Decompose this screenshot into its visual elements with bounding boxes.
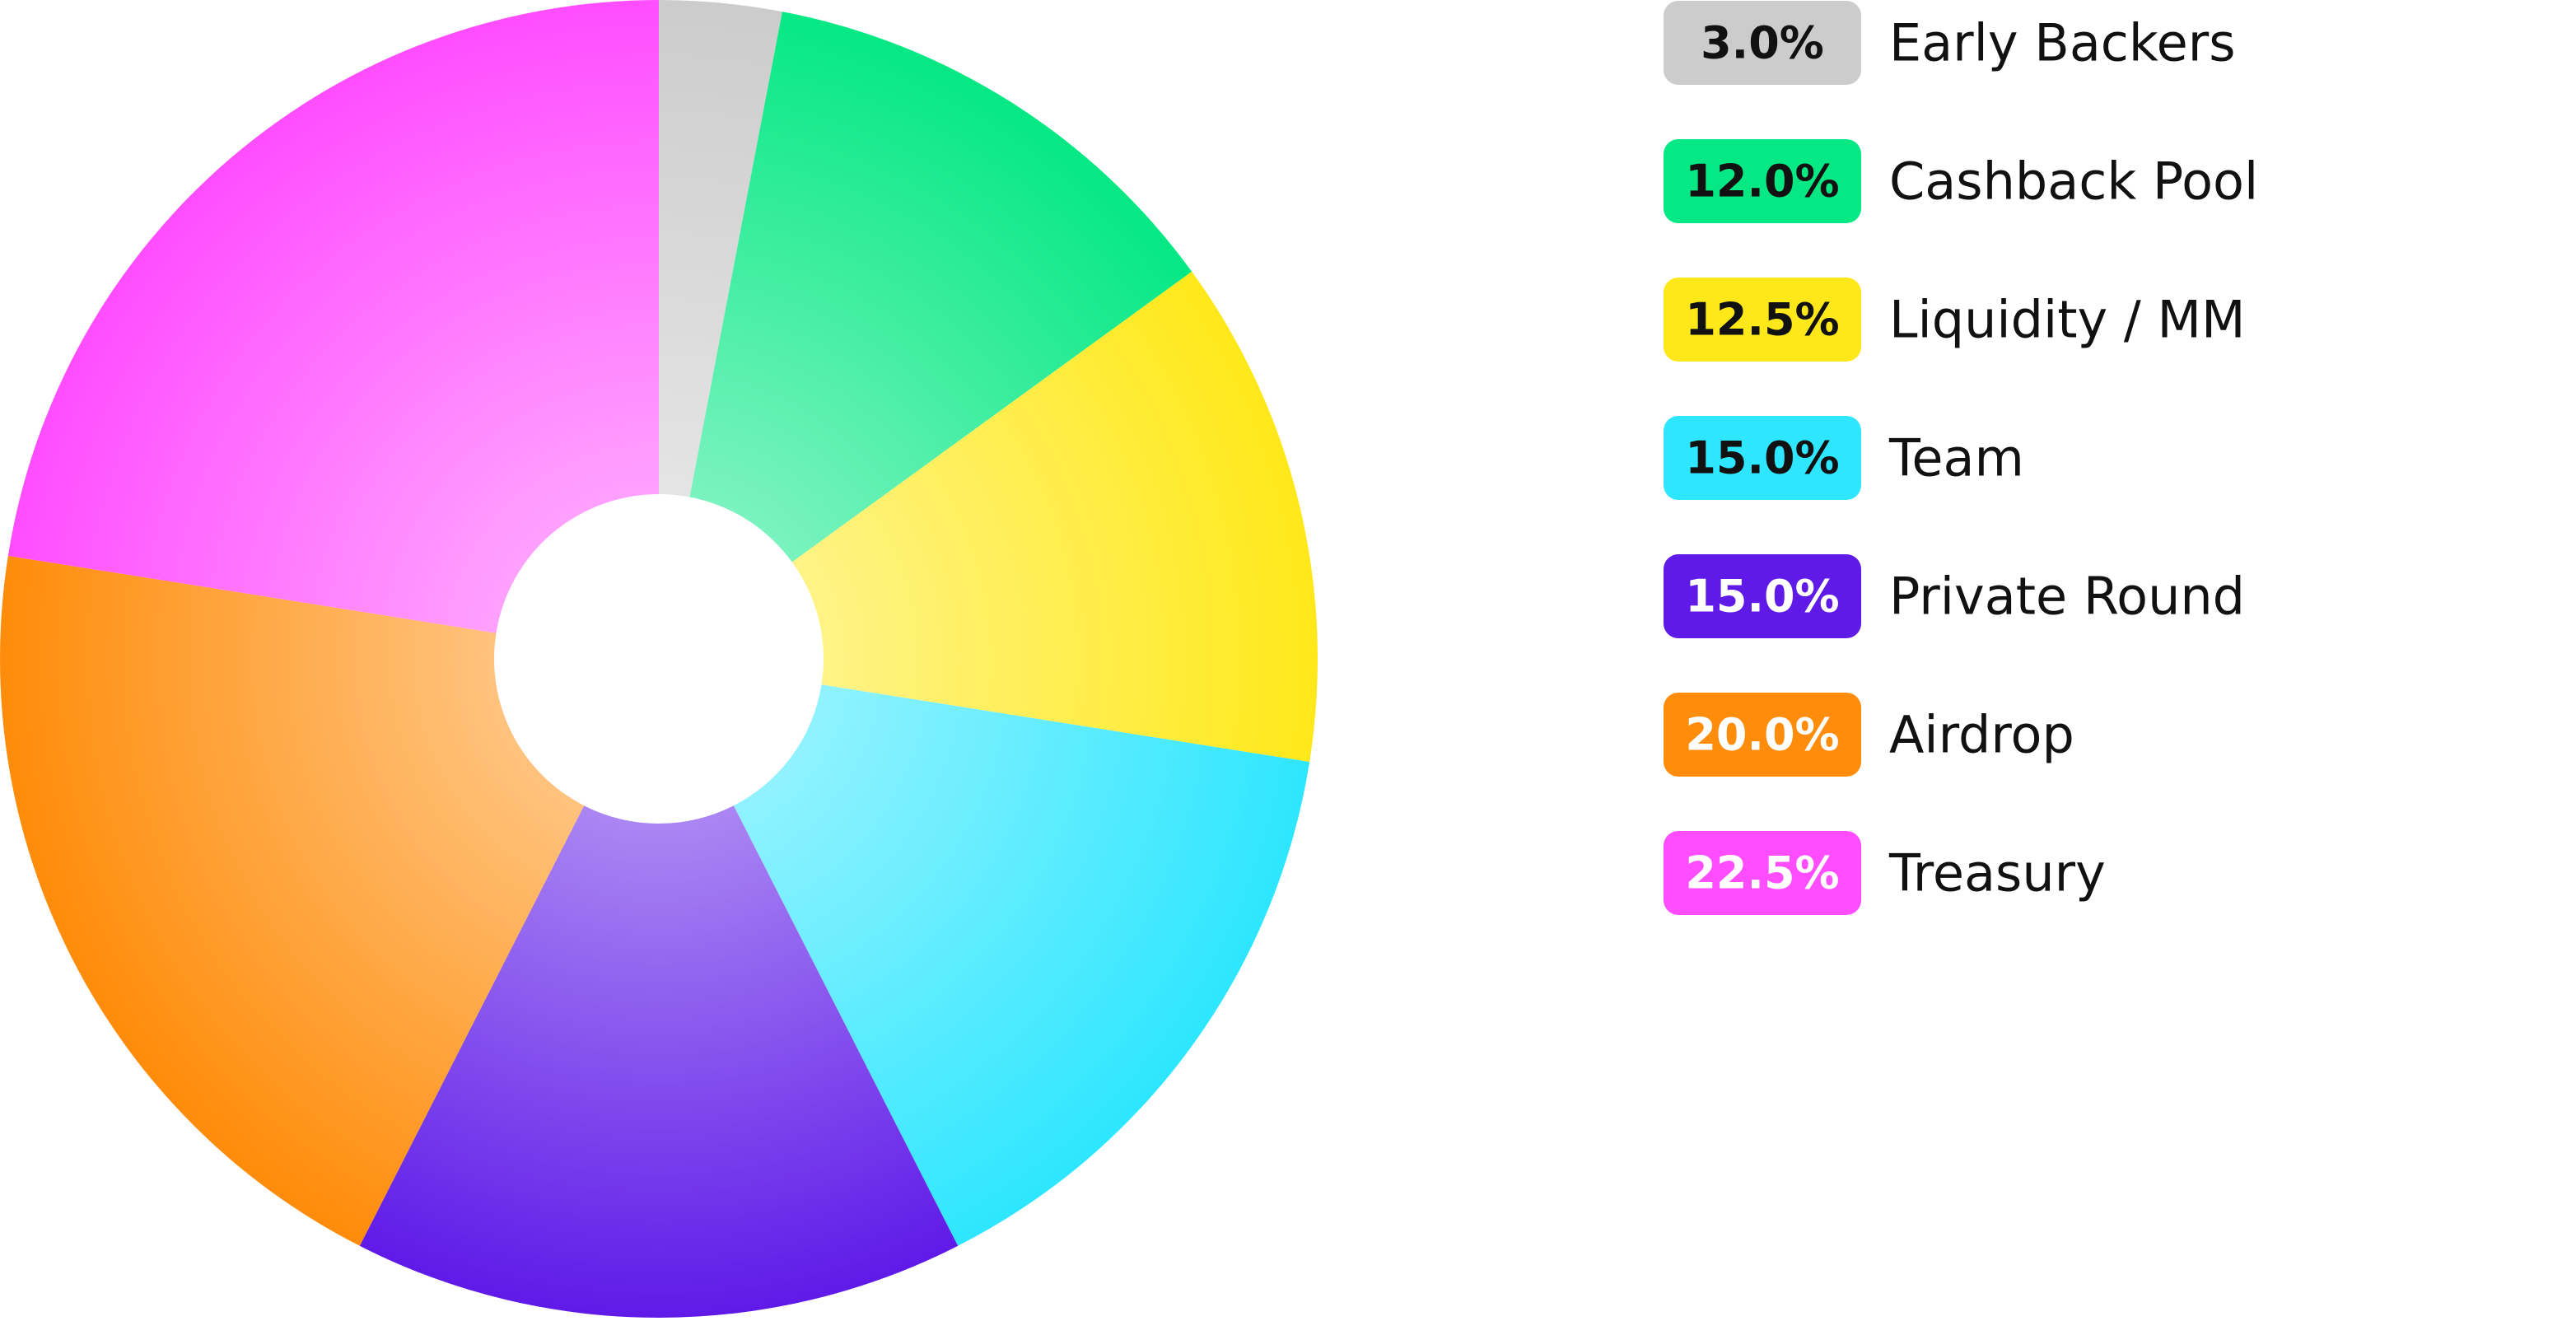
legend-value: 12.0% bbox=[1685, 156, 1839, 208]
legend-label: Treasury bbox=[1888, 843, 2106, 903]
legend-value: 22.5% bbox=[1685, 847, 1839, 899]
legend-swatch bbox=[1664, 1, 1861, 85]
legend-value: 3.0% bbox=[1701, 17, 1824, 69]
legend-label: Private Round bbox=[1889, 567, 2245, 627]
legend-value: 12.5% bbox=[1685, 294, 1839, 346]
legend-swatch bbox=[1664, 831, 1861, 915]
legend-label: Team bbox=[1888, 428, 2024, 488]
legend-swatch bbox=[1664, 139, 1861, 223]
pie-slice bbox=[791, 271, 1318, 763]
legend-label: Early Backers bbox=[1889, 13, 2236, 73]
pie-slice bbox=[689, 12, 1192, 562]
pie-slice bbox=[7, 0, 660, 633]
legend-value: 15.0% bbox=[1685, 432, 1839, 484]
legend-value: 20.0% bbox=[1685, 709, 1839, 761]
legend-swatch bbox=[1664, 416, 1861, 500]
legend-label: Airdrop bbox=[1889, 705, 2074, 765]
pie-slice bbox=[0, 555, 585, 1246]
legend-swatch bbox=[1664, 278, 1861, 362]
pie-slice bbox=[659, 0, 782, 497]
legend-value: 15.0% bbox=[1685, 571, 1839, 623]
legend-label: Cashback Pool bbox=[1889, 152, 2258, 212]
pie-slice bbox=[733, 684, 1310, 1246]
pie-slice bbox=[359, 805, 959, 1318]
legend-swatch bbox=[1664, 554, 1861, 638]
legend-swatch bbox=[1664, 693, 1861, 777]
legend-label: Liquidity / MM bbox=[1889, 290, 2246, 350]
